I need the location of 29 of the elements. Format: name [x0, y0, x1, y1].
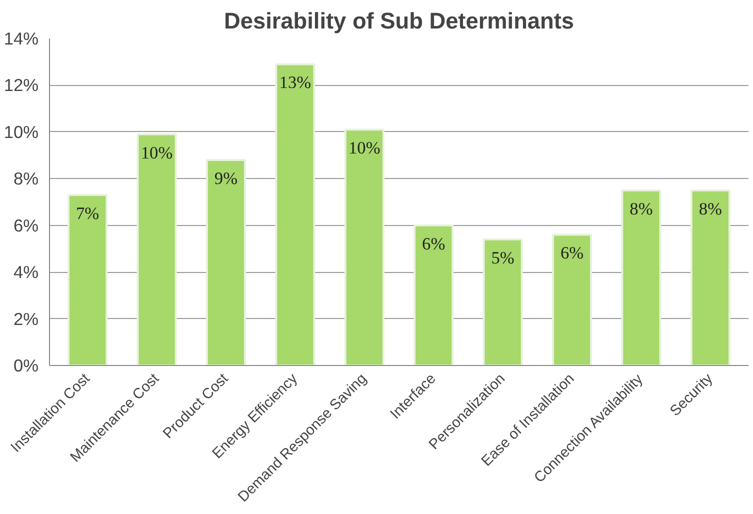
y-tick-label: 8% [13, 168, 38, 189]
data-label: 8% [698, 199, 722, 218]
y-tick-label: 6% [13, 215, 38, 236]
data-label: 9% [214, 168, 238, 188]
data-label: 13% [279, 73, 312, 92]
data-label: 10% [140, 143, 173, 162]
bar [344, 128, 384, 366]
y-tick-label: 4% [13, 262, 38, 282]
bar [275, 63, 316, 366]
data-label: 7% [76, 204, 100, 224]
bar [621, 189, 662, 366]
data-label: 8% [630, 199, 653, 218]
bar [136, 133, 177, 366]
y-tick-label: 10% [4, 122, 39, 142]
data-label: 10% [348, 138, 380, 158]
bar [482, 238, 523, 366]
chart-title: Desirability of Sub Determinants [224, 8, 574, 34]
data-label: 6% [422, 234, 446, 254]
data-label: 5% [491, 248, 514, 268]
bar [414, 224, 454, 366]
y-tick-label: 14% [4, 28, 39, 48]
bar [552, 234, 592, 366]
data-label: 6% [560, 244, 584, 263]
bar [690, 189, 730, 366]
bar [68, 194, 108, 366]
y-tick-label: 2% [13, 308, 38, 329]
y-tick-label: 0% [13, 356, 38, 376]
y-tick-label: 12% [4, 75, 39, 96]
bar [206, 158, 246, 366]
